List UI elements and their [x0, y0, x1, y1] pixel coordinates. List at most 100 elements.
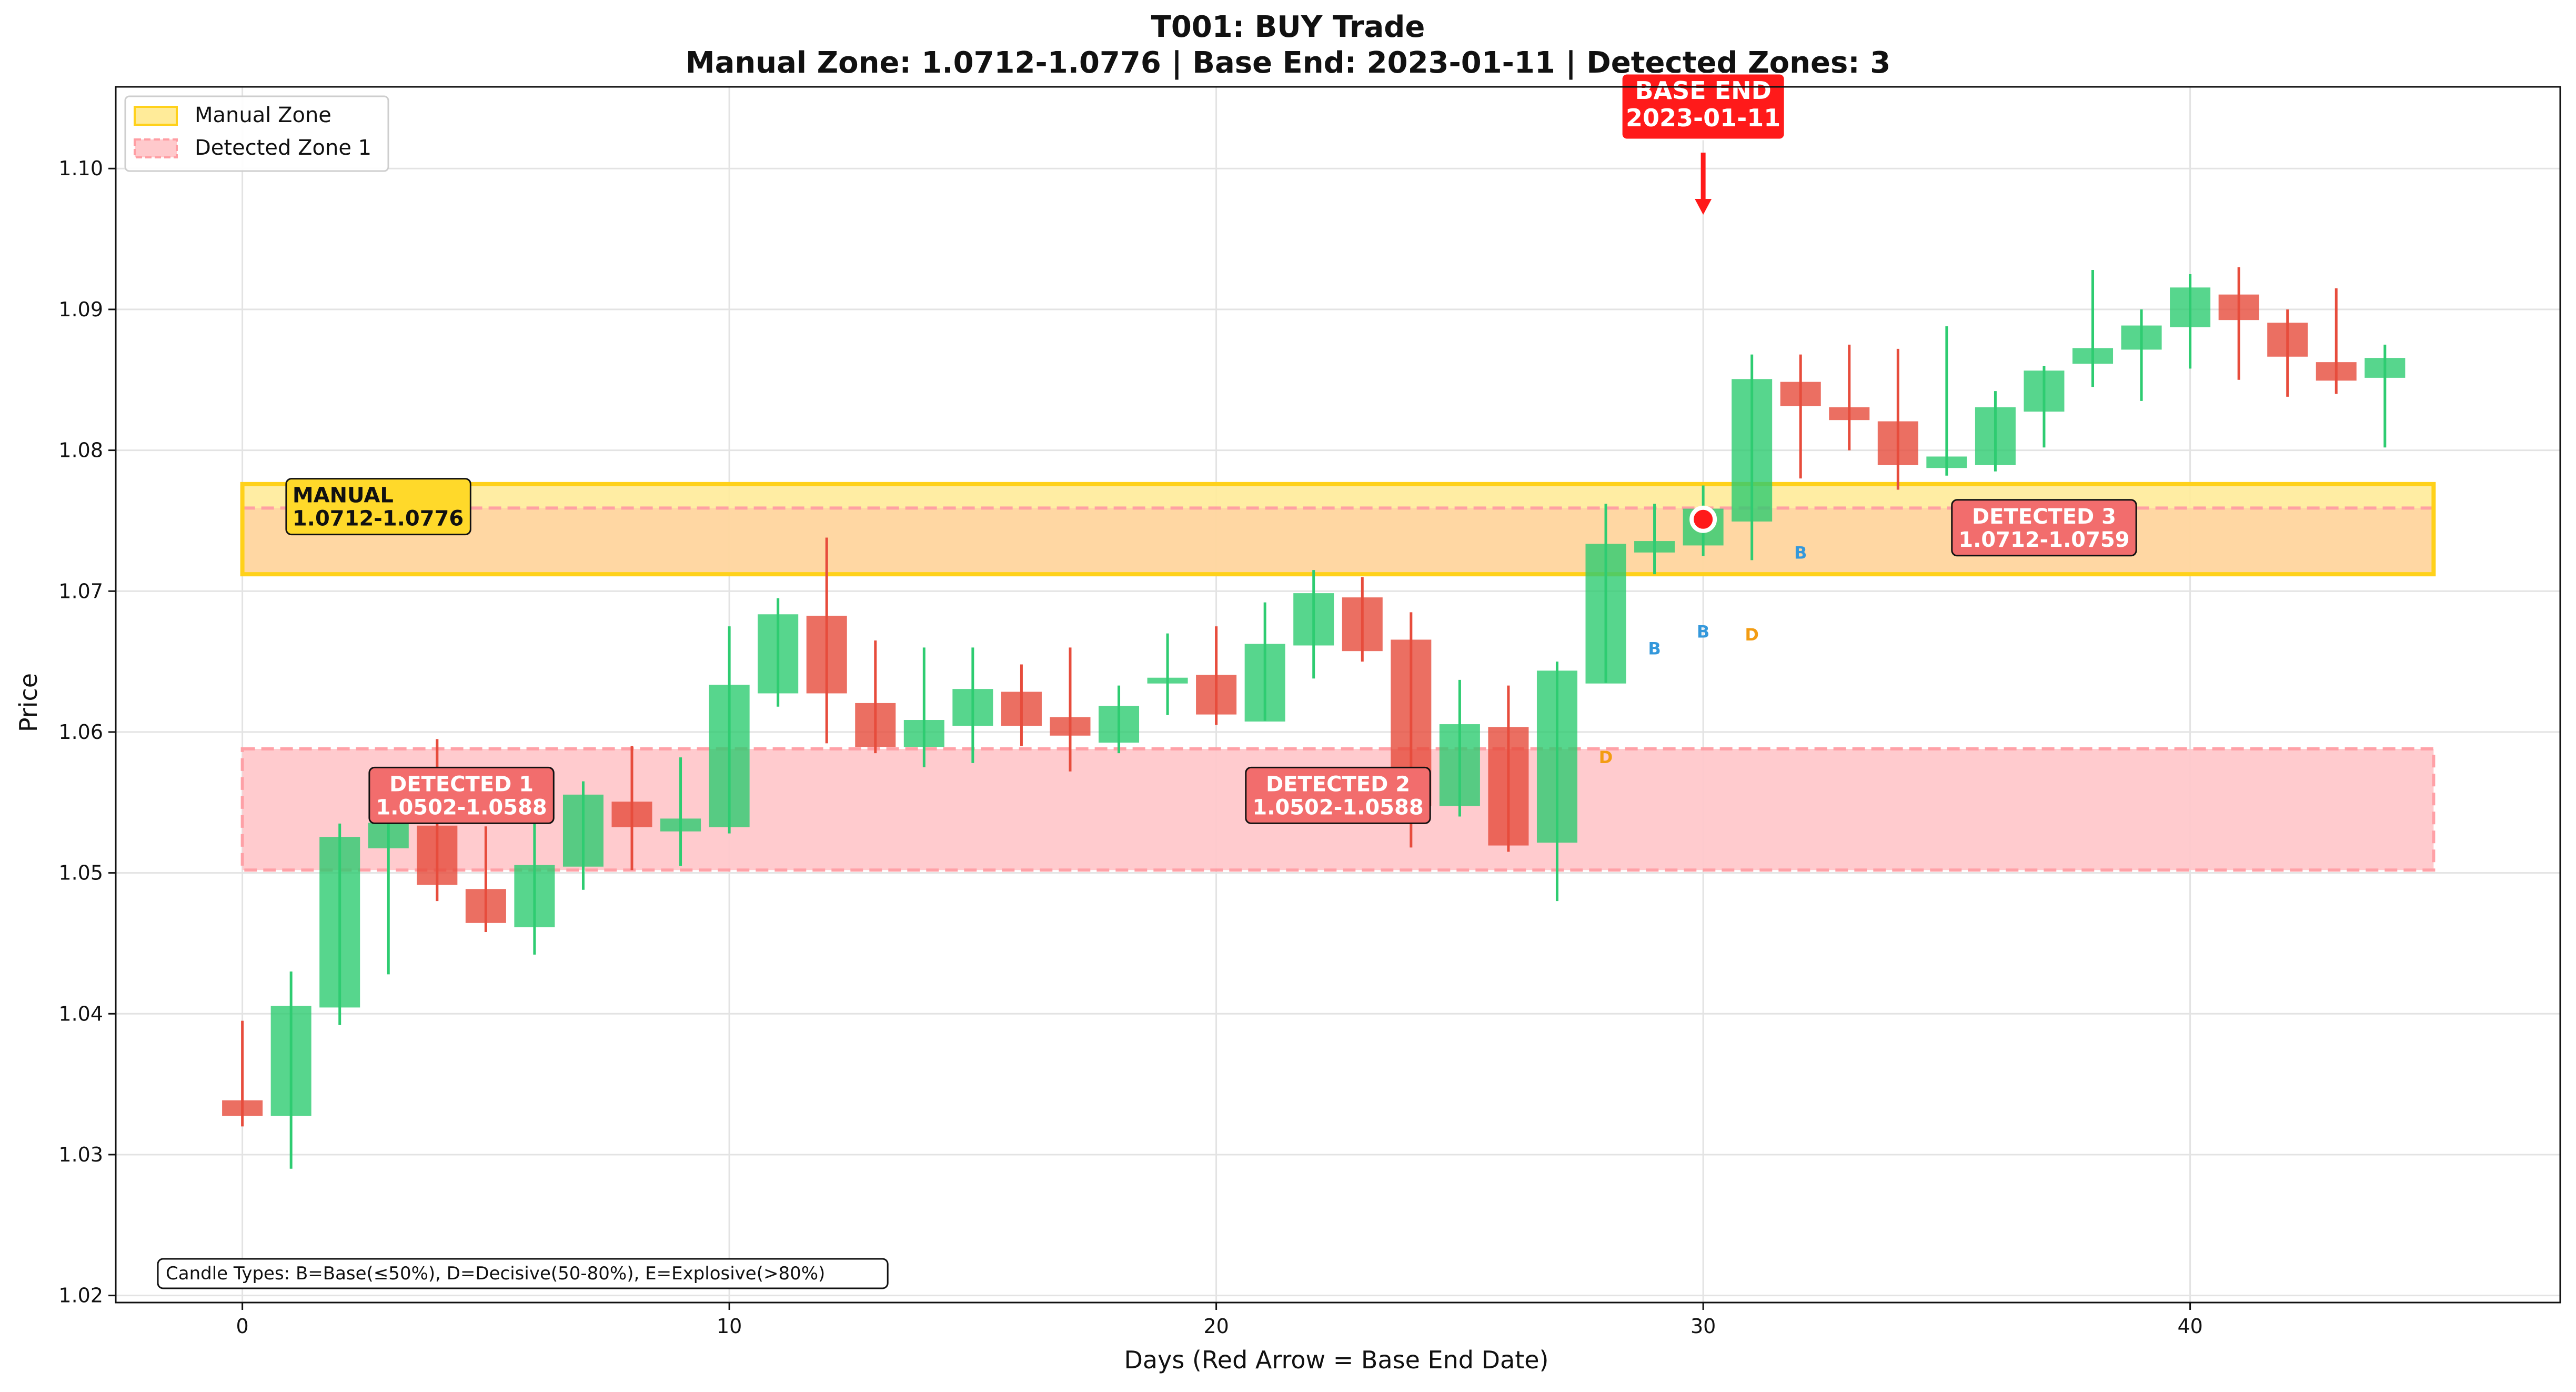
legend: Manual Zone Detected Zone 1: [124, 95, 389, 172]
zone-label: DETECTED 21.0502-1.0588: [1245, 766, 1431, 824]
zone-label-text: DETECTED 2: [1266, 772, 1410, 796]
candle-body: [2121, 325, 2162, 350]
footnote: Candle Types: B=Base(≤50%), D=Decisive(5…: [157, 1258, 889, 1289]
candle-body: [2170, 287, 2211, 327]
candle-body: [1877, 421, 1918, 465]
candle-body: [758, 614, 799, 694]
x-axis-label: Days (Red Arrow = Base End Date): [1124, 1346, 1549, 1374]
candle-body: [514, 865, 555, 927]
candle-body: [2218, 294, 2259, 321]
legend-label: Manual Zone: [195, 103, 331, 127]
candle-body: [709, 685, 750, 827]
manual-zone-border: [240, 482, 2436, 577]
zone-label-text: DETECTED 1: [389, 772, 534, 796]
candle-body: [1147, 677, 1188, 684]
zone-label-text: 1.0502-1.0588: [376, 795, 547, 819]
candle-body: [855, 703, 896, 747]
candle-body: [1975, 407, 2016, 465]
candle-body: [319, 837, 360, 1008]
candle-body: [1439, 724, 1480, 806]
zone-label-text: 1.0502-1.0588: [1252, 795, 1423, 819]
y-tick-label: 1.07: [58, 579, 103, 603]
legend-label: Detected Zone 1: [195, 136, 371, 160]
candle-body: [611, 802, 652, 827]
zone-label: DETECTED 31.0712-1.0759: [1951, 499, 2137, 557]
x-tick-label: 20: [1203, 1315, 1229, 1338]
y-tick-label: 1.06: [58, 720, 103, 744]
y-tick-label: 1.08: [58, 439, 103, 462]
candle-type-marker: B: [1648, 639, 1661, 659]
base-end-label-text: 2023-01-11: [1626, 104, 1780, 132]
footnote-box: [157, 1258, 889, 1289]
candle-body: [2364, 358, 2406, 378]
candle-body: [465, 889, 506, 923]
candle-body: [1293, 593, 1334, 646]
zone-label-text: DETECTED 3: [1972, 505, 2116, 529]
zone-label-text: 1.0712-1.0776: [293, 507, 464, 531]
candle-body: [1244, 644, 1285, 722]
zone-label-box: [1951, 499, 2137, 557]
y-tick-label: 1.03: [58, 1143, 103, 1166]
x-tick-label: 30: [1690, 1315, 1716, 1338]
candle-type-marker: B: [1794, 543, 1807, 563]
zone-label: DETECTED 11.0502-1.0588: [368, 766, 555, 824]
candle-body: [1780, 382, 1821, 406]
candle-body: [806, 615, 847, 694]
legend-swatch-manual: [134, 106, 178, 126]
candle-type-marker: B: [1697, 622, 1709, 642]
y-tick-label: 1.02: [58, 1284, 103, 1307]
candle-body: [270, 1006, 311, 1116]
candle-body: [1829, 407, 1870, 420]
candle-body: [1536, 670, 1577, 843]
zone-label-text: MANUAL: [293, 484, 394, 508]
x-tick-label: 0: [236, 1315, 249, 1338]
base-end-label-box: [1621, 73, 1786, 141]
candle-body: [903, 720, 944, 747]
zone-label-box: [1245, 766, 1431, 824]
candle-body: [2267, 323, 2308, 357]
candle-body: [417, 825, 458, 885]
x-tick-label: 10: [717, 1315, 742, 1338]
zone-label-text: 1.0712-1.0759: [1958, 528, 2129, 552]
candle-body: [1001, 692, 1042, 726]
base-end-arrow-head: [1695, 199, 1712, 215]
y-tick-label: 1.04: [58, 1002, 103, 1025]
candle-type-marker: D: [1745, 625, 1759, 645]
zone-label-box: [285, 478, 471, 536]
candle-body: [1342, 597, 1383, 652]
candle-body: [660, 818, 701, 832]
base-end-label-text: BASE END: [1635, 76, 1771, 105]
x-tick-label: 40: [2177, 1315, 2202, 1338]
candle-type-marker: D: [1599, 747, 1613, 767]
candle-body: [1050, 717, 1091, 736]
chart-title: T001: BUY Trade: [1151, 10, 1425, 44]
footnote-text: Candle Types: B=Base(≤50%), D=Decisive(5…: [166, 1263, 825, 1284]
candle-body: [952, 689, 993, 726]
candle-body: [2072, 348, 2114, 364]
y-tick-label: 1.09: [58, 298, 103, 321]
candle-body: [562, 794, 603, 867]
candle-body: [2316, 362, 2357, 381]
candle-body: [368, 823, 409, 848]
zone-label-box: [368, 766, 555, 824]
y-axis-label: Price: [14, 673, 43, 732]
legend-box: [124, 95, 389, 172]
candle-body: [1196, 675, 1237, 715]
candle-body: [1926, 456, 1967, 468]
candle-body: [1099, 706, 1140, 743]
candle-body: [1732, 379, 1773, 522]
candle-body: [1488, 727, 1529, 846]
plot-frame: [115, 86, 2561, 1304]
candle-body: [1585, 544, 1626, 684]
candle-body: [222, 1100, 263, 1116]
base-end-point: [1689, 505, 1717, 533]
y-tick-label: 1.10: [58, 157, 103, 180]
legend-swatch-detected: [134, 138, 178, 158]
candle-body: [2024, 370, 2065, 412]
candle-body: [1634, 541, 1675, 553]
